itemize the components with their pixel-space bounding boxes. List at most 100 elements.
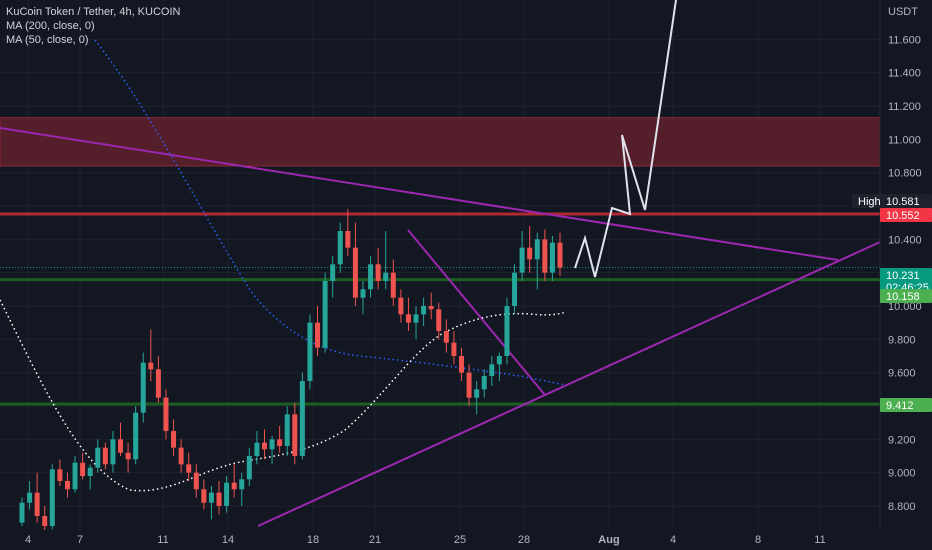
candles xyxy=(19,209,563,537)
candle-body xyxy=(178,447,184,465)
candle-body xyxy=(315,322,321,348)
x-tick-label: 8 xyxy=(755,534,761,546)
candle-body xyxy=(193,472,199,490)
price-tag-label: High xyxy=(858,196,881,208)
candle-body xyxy=(42,516,48,527)
candle-body xyxy=(254,442,260,456)
candle-body xyxy=(519,247,525,273)
price-tag-bg xyxy=(880,208,932,222)
candle-body xyxy=(64,480,70,490)
candle-body xyxy=(481,375,487,390)
x-tick-label: 28 xyxy=(518,534,530,546)
horizontal-levels xyxy=(0,212,880,406)
candle-body xyxy=(360,289,366,298)
candle-body xyxy=(155,369,161,398)
x-tick-label: 11 xyxy=(157,534,168,546)
projection-path xyxy=(574,0,677,278)
candle-body xyxy=(72,462,78,490)
candle-body xyxy=(224,482,230,506)
projection-line xyxy=(574,0,677,278)
y-tick-label: 8.800 xyxy=(888,501,916,513)
candle-body xyxy=(102,447,108,465)
candle-body xyxy=(345,230,351,248)
y-tick-label: 9.800 xyxy=(888,334,916,346)
y-tick-label: 10.000 xyxy=(888,301,922,313)
candle-body xyxy=(148,362,154,370)
candle-body xyxy=(34,492,40,517)
candle-body xyxy=(474,389,480,398)
candle-body xyxy=(458,355,464,373)
candle-body xyxy=(125,452,131,460)
candle-body xyxy=(549,242,555,273)
y-tick-label: 11.200 xyxy=(888,101,921,113)
candle-body xyxy=(140,362,146,413)
trend-lines xyxy=(0,127,881,527)
x-tick-label: 14 xyxy=(222,534,234,546)
y-tick-label: 10.400 xyxy=(888,234,922,246)
candle-body xyxy=(216,492,222,506)
candle-body xyxy=(231,482,237,490)
y-tick-label: 11.000 xyxy=(888,134,921,146)
candle-body xyxy=(246,455,252,480)
candle-body xyxy=(299,380,305,456)
price-tag-bg xyxy=(880,194,932,208)
candle-body xyxy=(428,305,434,310)
candle-body xyxy=(307,322,313,381)
candle-body xyxy=(504,305,510,356)
candle-body xyxy=(405,314,411,323)
candle-body xyxy=(542,239,548,273)
price-tag-value: 10.552 xyxy=(886,210,920,222)
candle-body xyxy=(436,309,442,331)
candle-body xyxy=(27,492,33,503)
symbol-title: KuCoin Token / Tether, 4h, KUCOIN xyxy=(6,6,181,18)
y-tick-label: 10.800 xyxy=(888,168,922,180)
candle-body xyxy=(489,364,495,376)
y-tick-label: 11.400 xyxy=(888,68,921,80)
candle-body xyxy=(110,439,116,465)
y-tick-label: 11.600 xyxy=(888,34,921,46)
price-tag-value: 10.231 xyxy=(886,270,920,282)
candle-body xyxy=(95,447,101,468)
candle-body xyxy=(19,502,25,523)
candle-body xyxy=(421,305,427,315)
candle-body xyxy=(330,264,336,281)
price-tags: High 10.58110.55210.23102:46:2510.1589.41… xyxy=(852,194,932,412)
price-tag-value: 10.581 xyxy=(886,196,920,208)
candle-body xyxy=(201,489,207,503)
pattern-trendline xyxy=(407,229,546,396)
candle-body xyxy=(398,297,404,315)
time-axis[interactable] xyxy=(0,530,932,550)
currency-label: USDT xyxy=(888,6,918,18)
candle-body xyxy=(133,412,139,460)
candle-body xyxy=(322,280,328,348)
candle-body xyxy=(239,479,245,490)
candle-body xyxy=(57,469,63,481)
y-tick-label: 9.600 xyxy=(888,368,916,380)
candle-body xyxy=(261,442,267,450)
candle-body xyxy=(208,492,214,503)
x-tick-label: 4 xyxy=(670,534,676,546)
candle-body xyxy=(390,272,396,298)
x-tick-label: 11 xyxy=(814,534,825,546)
x-tick-label: 4 xyxy=(25,534,31,546)
candle-body xyxy=(527,247,533,260)
candle-body xyxy=(534,239,540,260)
candle-body xyxy=(118,439,124,453)
candle-body xyxy=(284,414,290,446)
candle-body xyxy=(451,342,457,356)
candle-body xyxy=(496,355,502,365)
chart-legend: KuCoin Token / Tether, 4h, KUCOIN MA (20… xyxy=(6,5,180,47)
candle-body xyxy=(186,464,192,473)
y-tick-label: 9.000 xyxy=(888,468,916,480)
candle-body xyxy=(292,414,298,456)
price-tag-value: 9.412 xyxy=(886,400,914,412)
x-tick-label: 7 xyxy=(77,534,83,546)
candle-body xyxy=(80,462,86,476)
candle-body xyxy=(277,439,283,446)
x-tick-label: 21 xyxy=(369,534,381,546)
x-tick-label: 25 xyxy=(454,534,466,546)
candle-body xyxy=(87,467,93,476)
price-tag-label-bg xyxy=(852,194,880,208)
